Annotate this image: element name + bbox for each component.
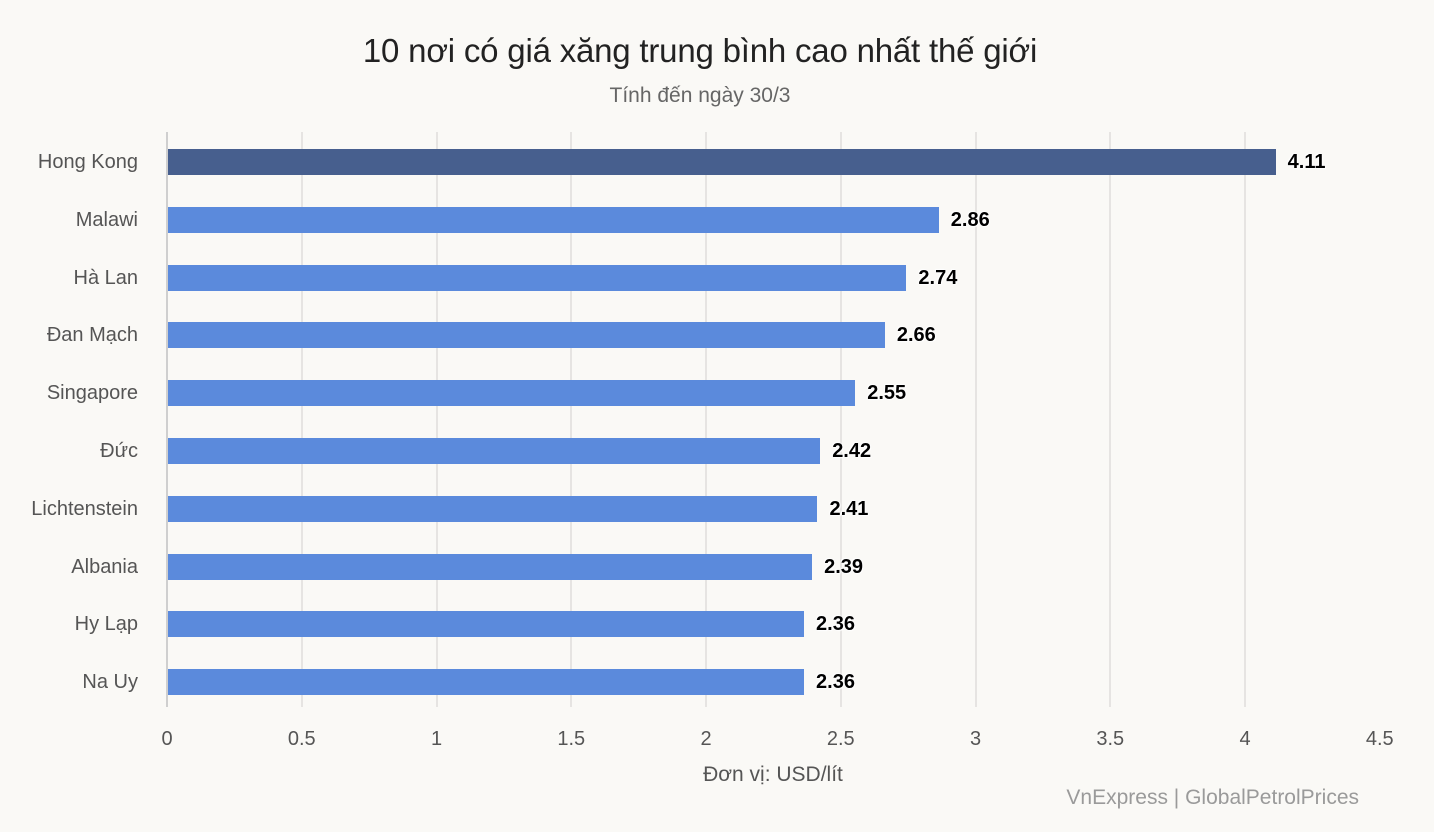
- x-tick-label: 0: [161, 728, 173, 750]
- category-label: Đan Mạch: [46, 324, 138, 347]
- category-label: Singapore: [46, 382, 138, 405]
- category-label: Đức: [100, 440, 138, 462]
- category-label: Malawi: [75, 208, 138, 231]
- x-axis-label: Đơn vị: USD/lít: [703, 763, 843, 786]
- x-tick-label: 3.5: [1096, 728, 1125, 750]
- value-label: 4.11: [1287, 151, 1326, 173]
- bar[interactable]: [168, 206, 939, 233]
- gridline: [705, 132, 707, 707]
- source-credit: VnExpress | GlobalPetrolPrices: [1066, 786, 1359, 809]
- gridline: [839, 132, 842, 707]
- x-tick-label: 4: [1239, 728, 1251, 750]
- category-label: Hy Lạp: [74, 613, 138, 636]
- x-tick-label: 4.5: [1365, 728, 1394, 750]
- y-axis-line: [166, 132, 168, 707]
- value-label: 2.55: [867, 382, 907, 405]
- value-label: 2.74: [918, 266, 958, 289]
- x-tick-label: 2: [700, 728, 712, 750]
- category-label: Na Uy: [82, 671, 138, 694]
- bar[interactable]: [168, 438, 821, 464]
- gridline: [300, 132, 303, 707]
- gridline: [570, 132, 573, 707]
- value-label: 2.41: [829, 497, 869, 520]
- bar[interactable]: [168, 264, 907, 291]
- gridline: [1244, 132, 1246, 707]
- value-label: 2.42: [832, 440, 872, 462]
- x-tick-label: 1.5: [557, 728, 586, 750]
- category-label: Albania: [71, 555, 138, 578]
- x-tick-label: 1: [430, 728, 443, 750]
- bar[interactable]: [168, 495, 818, 522]
- value-label: 2.86: [950, 208, 990, 231]
- x-tick-label: 3: [969, 728, 982, 750]
- x-tick-label: 2.5: [826, 728, 855, 750]
- bar[interactable]: [168, 553, 813, 580]
- bar[interactable]: [168, 669, 805, 696]
- bar[interactable]: [168, 611, 805, 638]
- gridline: [974, 132, 977, 707]
- value-label: 2.36: [816, 671, 855, 694]
- bar[interactable]: [168, 149, 1276, 175]
- category-label: Hong Kong: [37, 151, 138, 173]
- value-label: 2.66: [896, 324, 936, 347]
- category-label: Hà Lan: [73, 266, 139, 289]
- bar[interactable]: [168, 380, 856, 407]
- chart-subtitle: Tính đến ngày 30/3: [609, 84, 791, 107]
- x-tick-label: 0.5: [287, 728, 316, 750]
- gridline: [1109, 132, 1112, 707]
- chart-title: 10 nơi có giá xăng trung bình cao nhất t…: [362, 32, 1038, 69]
- category-label: Lichtenstein: [31, 497, 138, 520]
- value-label: 2.36: [816, 613, 855, 636]
- gridline: [435, 132, 438, 707]
- bar[interactable]: [168, 322, 885, 349]
- value-label: 2.39: [824, 555, 864, 578]
